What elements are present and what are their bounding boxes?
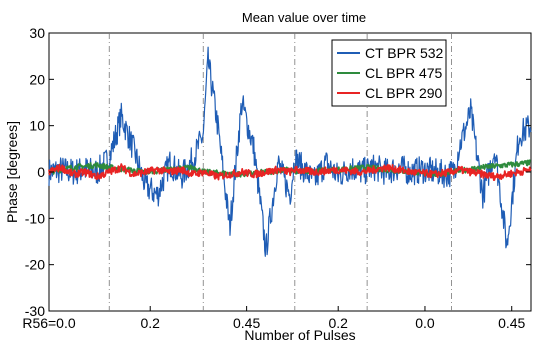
series-line-2 xyxy=(48,163,532,181)
y-axis-ticks: 30 20 10 0 -10 -20 -30 xyxy=(25,25,531,319)
chart-title: Mean value over time xyxy=(242,10,366,25)
y-tick-label-4: -10 xyxy=(25,210,45,226)
legend-label-1: CL BPR 475 xyxy=(365,65,443,81)
x-tick-label-5: 0.45 xyxy=(498,315,525,331)
y-tick-label-1: 20 xyxy=(29,71,45,87)
y-tick-label-2: 10 xyxy=(29,118,45,134)
y-tick-label-5: -20 xyxy=(25,257,45,273)
y-tick-label-0: 30 xyxy=(29,25,45,41)
x-axis-label: Number of Pulses xyxy=(244,327,355,343)
legend: CT BPR 532 CL BPR 475 CL BPR 290 xyxy=(331,39,447,107)
series-layer xyxy=(48,46,532,257)
y-tick-label-6: -30 xyxy=(25,303,45,319)
x-tick-label-0: R56=0.0 xyxy=(22,315,76,331)
legend-label-0: CT BPR 532 xyxy=(365,45,444,61)
x-tick-label-4: 0.0 xyxy=(415,315,435,331)
x-tick-label-2: 0.45 xyxy=(233,315,260,331)
x-axis-ticks: R56=0.0 0.2 0.45 0.2 0.0 0.45 xyxy=(22,306,526,331)
y-tick-label-3: 0 xyxy=(37,164,45,180)
y-axis-label: Phase [degrees] xyxy=(4,121,20,223)
x-tick-label-3: 0.2 xyxy=(328,315,348,331)
series-line-0 xyxy=(48,46,532,257)
x-tick-label-1: 0.2 xyxy=(140,315,160,331)
legend-label-2: CL BPR 290 xyxy=(365,85,443,101)
